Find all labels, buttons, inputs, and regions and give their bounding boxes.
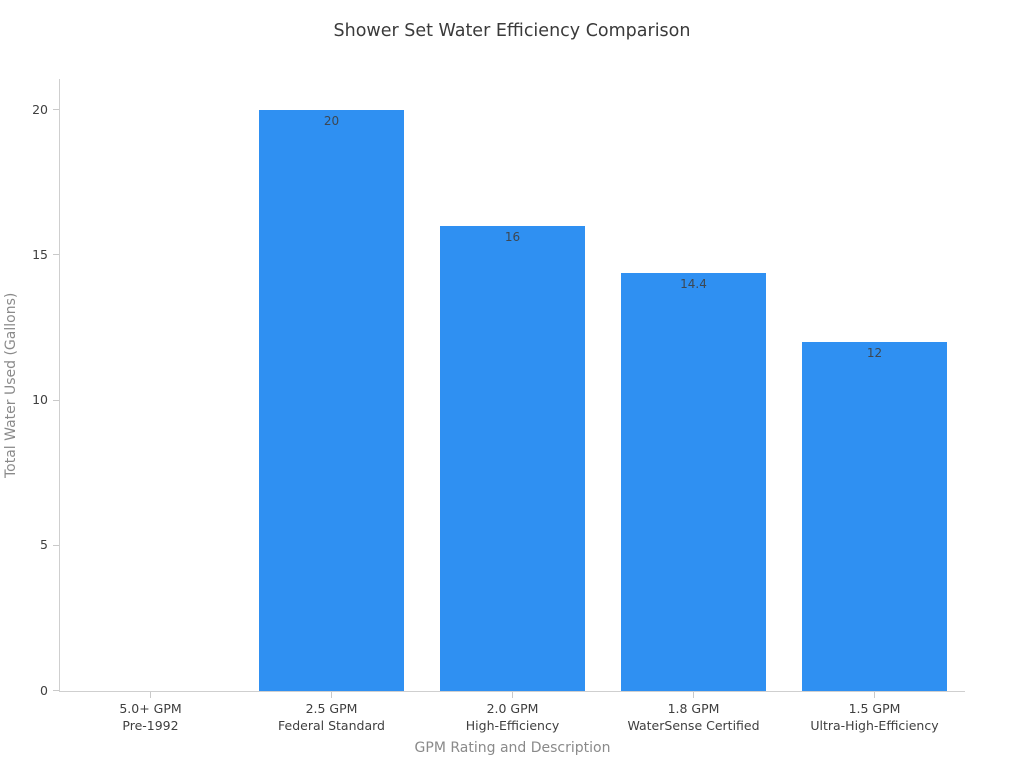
x-tick-label: 2.5 GPM Federal Standard bbox=[241, 700, 423, 734]
bar bbox=[802, 342, 947, 691]
bar-value-label: 14.4 bbox=[680, 276, 707, 291]
x-tick-label-line: 5.0+ GPM bbox=[119, 701, 182, 716]
x-tick-label-line: 2.0 GPM bbox=[486, 701, 539, 716]
chart-title: Shower Set Water Efficiency Comparison bbox=[333, 21, 691, 41]
y-tick-mark bbox=[53, 544, 59, 546]
y-tick-label: 5 bbox=[40, 537, 48, 553]
x-tick-label: 1.5 GPM Ultra-High-Efficiency bbox=[784, 700, 966, 734]
x-tick-label: 5.0+ GPM Pre-1992 bbox=[60, 700, 242, 734]
y-axis-title: Total Water Used (Gallons) bbox=[3, 292, 19, 478]
x-tick-label-line: Ultra-High-Efficiency bbox=[810, 718, 939, 733]
x-tick-label-line: WaterSense Certified bbox=[627, 718, 760, 733]
x-tick-label-line: Federal Standard bbox=[278, 718, 385, 733]
x-tick-label-line: 1.5 GPM bbox=[848, 701, 901, 716]
bar bbox=[440, 226, 585, 691]
x-tick-mark bbox=[693, 692, 694, 698]
y-tick-label: 10 bbox=[32, 392, 48, 408]
bar-value-label: 20 bbox=[323, 114, 340, 129]
x-tick-mark bbox=[331, 692, 332, 698]
x-axis-title: GPM Rating and Description bbox=[414, 740, 611, 756]
y-tick-label: 20 bbox=[32, 101, 48, 117]
bar bbox=[621, 272, 766, 691]
x-tick-label: 2.0 GPM High-Efficiency bbox=[422, 700, 604, 734]
x-tick-mark bbox=[150, 692, 151, 698]
y-tick-mark bbox=[53, 109, 59, 111]
x-tick-label-line: 1.8 GPM bbox=[667, 701, 720, 716]
x-tick-label-line: 2.5 GPM bbox=[305, 701, 358, 716]
plot-area: GPM Rating and Description 0 5 10 15 20 5.0+ … bbox=[32, 79, 965, 756]
bar bbox=[259, 110, 404, 691]
x-tick-mark bbox=[512, 692, 513, 698]
x-tick-label: 1.8 GPM WaterSense Certified bbox=[603, 700, 785, 734]
y-tick-label: 15 bbox=[32, 246, 48, 262]
x-tick-label-line: Pre-1992 bbox=[122, 718, 179, 733]
y-tick-mark bbox=[53, 399, 59, 401]
bar-value-label: 12 bbox=[866, 346, 883, 361]
y-tick-mark bbox=[53, 690, 59, 691]
x-tick-mark bbox=[874, 692, 875, 698]
y-tick-mark bbox=[53, 254, 59, 256]
bar-value-label: 16 bbox=[504, 230, 521, 245]
y-tick-label: 0 bbox=[40, 682, 48, 698]
x-tick-label-line: High-Efficiency bbox=[465, 718, 560, 733]
